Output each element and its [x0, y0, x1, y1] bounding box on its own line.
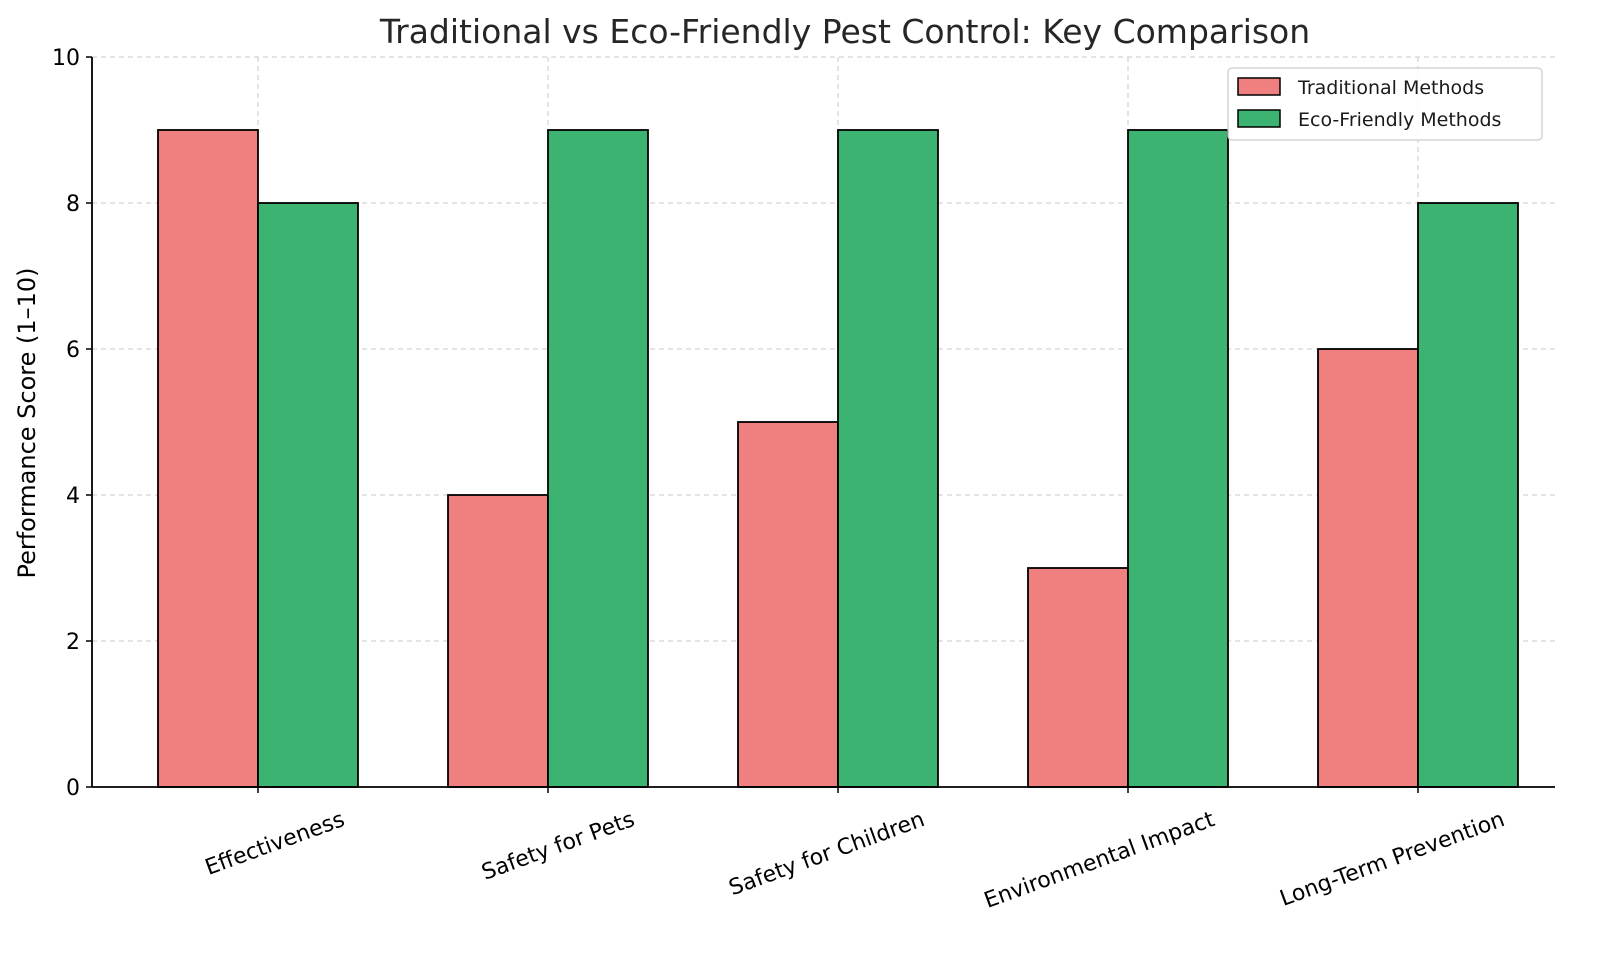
- x-tick-label: Safety for Children: [726, 807, 928, 901]
- legend-swatch-eco: [1237, 109, 1281, 128]
- legend-box: [1227, 67, 1543, 141]
- bar-eco-1: [547, 129, 649, 788]
- x-tick-label: Effectiveness: [202, 807, 348, 881]
- legend-label-traditional: Traditional Methods: [1297, 77, 1484, 99]
- legend-swatch-traditional: [1237, 77, 1281, 96]
- x-tick-label: Safety for Pets: [478, 807, 638, 885]
- y-tick-label: 6: [66, 338, 80, 363]
- bars: [157, 129, 1519, 788]
- y-axis-label: Performance Score (1–10): [13, 267, 41, 578]
- bar-eco-4: [1417, 202, 1519, 788]
- y-tick-label: 10: [52, 46, 80, 71]
- bar-eco-0: [257, 202, 359, 788]
- y-ticks: 0 2 4 6 8 10: [52, 46, 92, 801]
- chart-title: Traditional vs Eco-Friendly Pest Control…: [379, 12, 1310, 51]
- bar-eco-2: [837, 129, 939, 788]
- y-tick-label: 8: [66, 192, 80, 217]
- x-tick-label: Environmental Impact: [981, 807, 1218, 914]
- bar-traditional-4: [1317, 348, 1419, 788]
- bar-traditional-2: [737, 421, 839, 788]
- legend-label-eco: Eco-Friendly Methods: [1298, 109, 1501, 131]
- bar-eco-3: [1127, 129, 1229, 788]
- bar-traditional-1: [447, 494, 549, 788]
- y-tick-label: 0: [66, 776, 80, 801]
- bar-traditional-3: [1027, 567, 1129, 788]
- axes: [91, 57, 1555, 788]
- legend: Traditional Methods Eco-Friendly Methods: [1227, 67, 1543, 141]
- x-tick-label: Long-Term Prevention: [1277, 807, 1508, 912]
- x-ticks: Effectiveness Safety for Pets Safety for C…: [202, 787, 1508, 914]
- y-tick-label: 2: [66, 630, 80, 655]
- bar-traditional-0: [157, 129, 259, 788]
- y-tick-label: 4: [66, 484, 80, 509]
